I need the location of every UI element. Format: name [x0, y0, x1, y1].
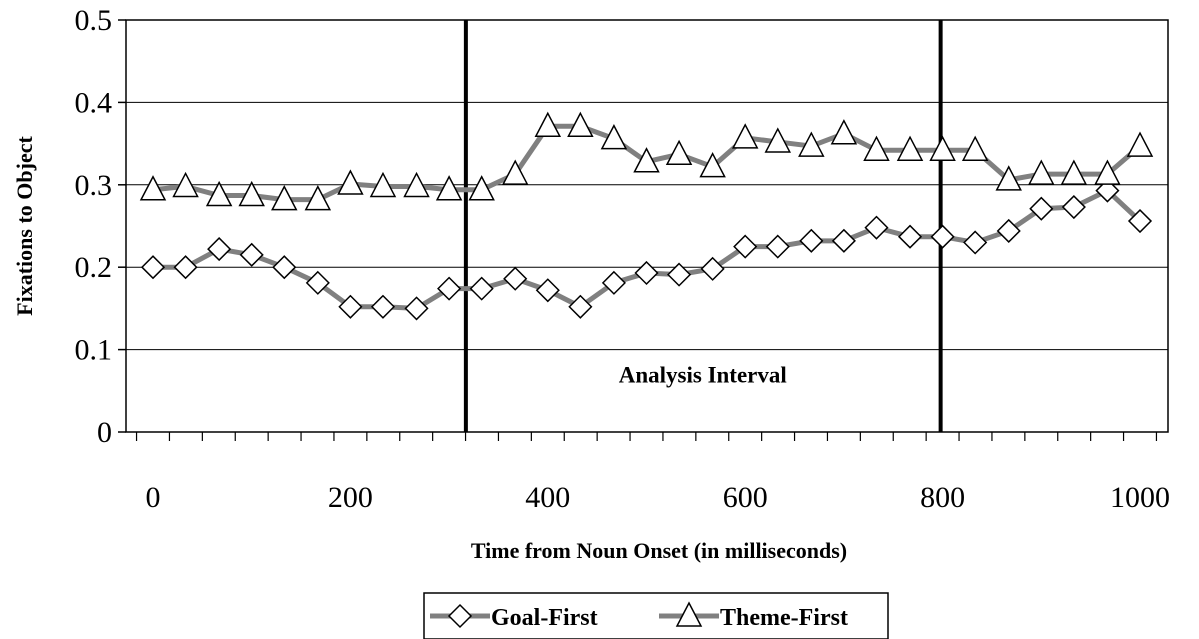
x-axis: 0 200 400 600 800 1000	[135, 432, 1170, 514]
goal-first-point	[173, 255, 198, 280]
theme-first-point	[699, 152, 726, 178]
theme-first-point	[896, 135, 924, 161]
y-axis: 0 0.1 0.2 0.3 0.4 0.5	[75, 4, 126, 449]
theme-first-point	[830, 119, 858, 145]
goal-first-point	[963, 230, 988, 255]
goal-first-point	[1127, 208, 1153, 234]
theme-first-point	[337, 169, 364, 195]
analysis-interval-markers	[463, 20, 943, 432]
y-tick-label: 0	[97, 416, 112, 449]
goal-first-point	[140, 255, 166, 280]
goal-first-point	[930, 224, 955, 249]
plot-area-frame	[125, 19, 1169, 433]
x-tick-label: 800	[920, 481, 965, 514]
goal-first-point	[404, 296, 429, 321]
theme-first-point	[369, 171, 397, 198]
x-tick-label: 0	[146, 481, 161, 514]
theme-first-point	[1060, 159, 1088, 185]
x-tick-label: 400	[525, 481, 570, 514]
y-tick-label: 0.1	[75, 334, 113, 367]
theme-first-point	[600, 124, 628, 150]
goal-first-point	[437, 276, 462, 301]
theme-first-point	[403, 171, 430, 198]
theme-first-point	[205, 180, 233, 207]
y-axis-title: Fixations to Object	[12, 136, 37, 316]
y-tick-label: 0.5	[75, 4, 113, 37]
theme-first-point	[139, 175, 167, 201]
y-tick-label: 0.2	[75, 251, 113, 284]
x-tick-label: 1000	[1110, 481, 1170, 514]
y-tick-label: 0.4	[75, 86, 113, 119]
goal-first-point	[338, 294, 363, 319]
goal-first-point	[634, 260, 659, 286]
theme-first-point	[665, 139, 693, 166]
legend-diamond-icon	[447, 603, 473, 629]
legend-box	[423, 592, 889, 639]
goal-first-point	[765, 234, 790, 259]
theme-first-point	[1126, 131, 1154, 157]
theme-first-point	[468, 175, 495, 201]
x-tick-label: 600	[723, 481, 768, 514]
theme-first-point	[435, 175, 463, 201]
theme-first-point	[731, 123, 759, 149]
goal-first-point	[700, 256, 725, 281]
legend-label: Goal-First	[491, 605, 598, 631]
theme-first-point	[172, 171, 199, 198]
goal-first-point	[601, 270, 626, 295]
x-tick-label: 200	[328, 481, 373, 514]
goal-first-line	[153, 188, 1142, 311]
legend-label: Theme-First	[720, 605, 848, 631]
goal-first-point	[897, 224, 923, 249]
theme-first-point	[764, 127, 792, 153]
theme-first-point	[929, 135, 956, 161]
goal-first-point	[799, 228, 824, 253]
theme-first-point	[1028, 159, 1055, 185]
goal-first-point	[733, 234, 758, 259]
x-axis-title: Time from Noun Onset (in milliseconds)	[471, 538, 847, 563]
goal-first-point	[305, 270, 330, 295]
goal-first-point	[1029, 196, 1054, 221]
theme-first-point	[1094, 159, 1121, 185]
goal-first-point	[1095, 178, 1120, 203]
legend: Goal-First Theme-First	[423, 592, 889, 639]
goal-first-point	[667, 262, 692, 287]
goal-first-point	[503, 266, 528, 291]
theme-first-point	[633, 147, 660, 173]
series-points	[139, 111, 1154, 321]
y-tick-label: 0.3	[75, 169, 113, 202]
legend-triangle-icon	[675, 601, 703, 627]
goal-first-point	[370, 294, 396, 319]
theme-first-point	[863, 135, 890, 161]
theme-first-point	[238, 180, 265, 207]
theme-first-point	[271, 185, 298, 211]
theme-first-point	[961, 135, 989, 161]
theme-first-point	[567, 111, 594, 138]
goal-first-point	[996, 218, 1021, 244]
analysis-interval-label: Analysis Interval	[619, 363, 787, 388]
goal-first-point	[207, 237, 232, 262]
goal-first-point	[568, 294, 593, 319]
theme-first-point	[501, 159, 529, 185]
goal-first-point	[272, 255, 297, 280]
goal-first-point	[239, 242, 264, 267]
goal-first-point	[831, 228, 856, 253]
theme-first-point	[798, 131, 825, 157]
goal-first-point	[535, 278, 560, 303]
theme-first-point	[534, 111, 562, 138]
goal-first-point	[1061, 194, 1086, 220]
goal-first-point	[864, 215, 889, 240]
theme-first-point	[304, 185, 332, 211]
goal-first-point	[469, 276, 494, 301]
theme-first-point	[995, 165, 1022, 191]
